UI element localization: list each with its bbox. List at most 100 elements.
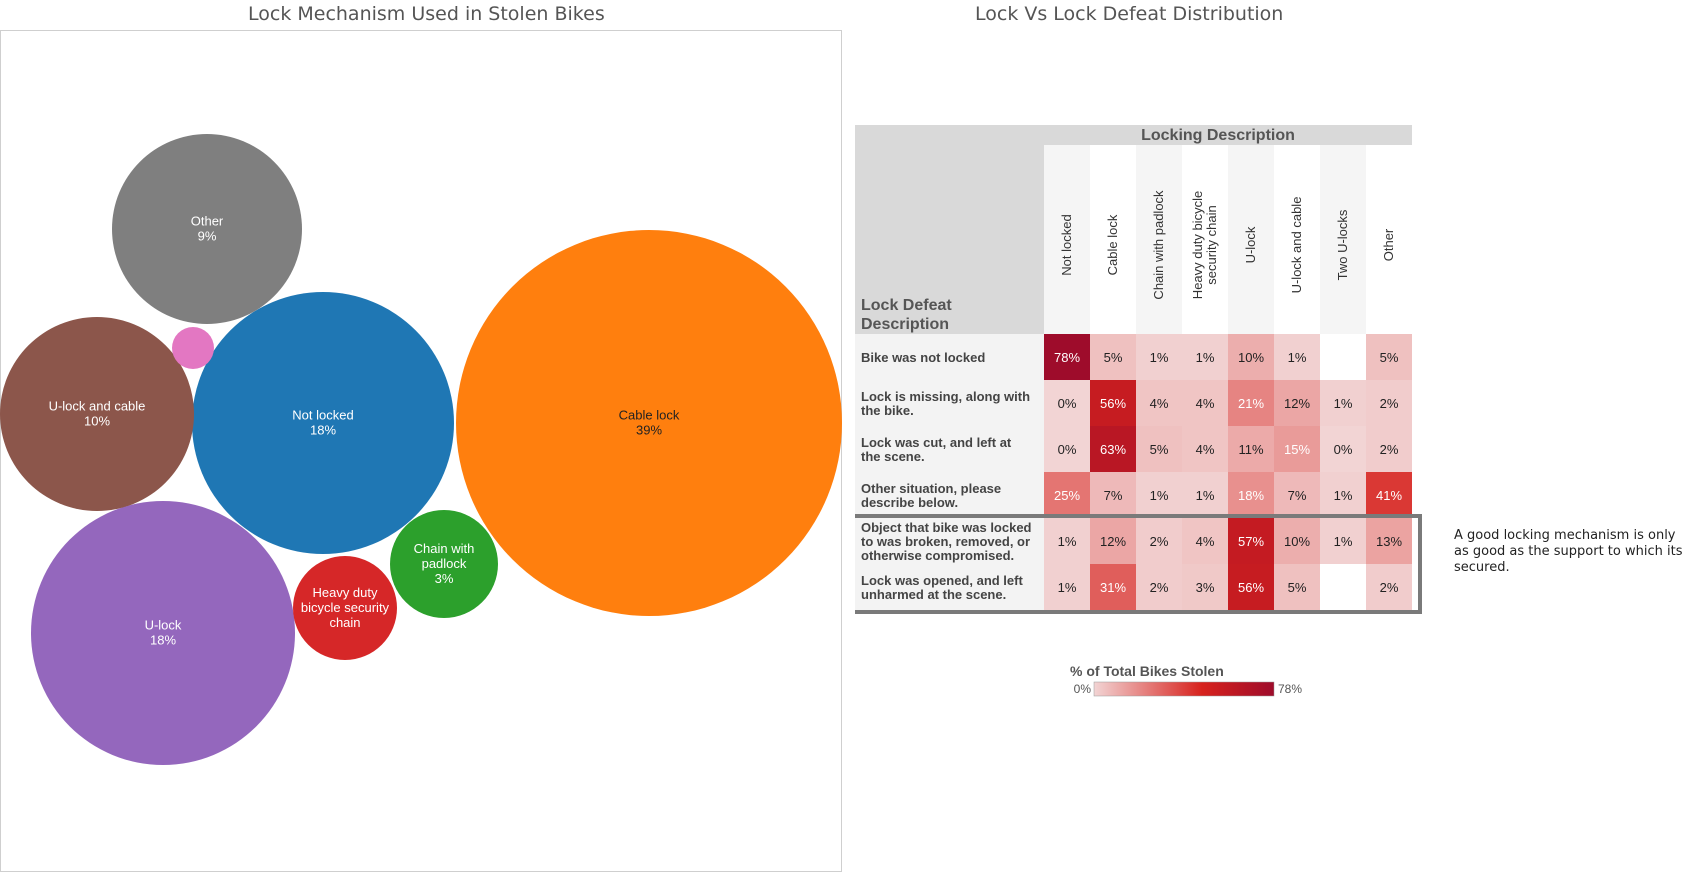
heatmap-cell-label: 31% <box>1100 580 1126 595</box>
heatmap-cell <box>1182 334 1228 380</box>
column-header-bg <box>1320 145 1366 334</box>
svg-text:U-lock and cable: U-lock and cable <box>1289 197 1304 294</box>
highlight-box <box>855 514 1422 614</box>
heatmap-cell <box>1274 334 1320 380</box>
column-label-cable-lock: Cable lock <box>1105 214 1120 275</box>
annotation-text: A good locking mechanism is only as good… <box>1454 528 1683 575</box>
legend-min-label: 0% <box>1074 682 1092 696</box>
heatmap-cell <box>1366 472 1412 518</box>
bubble-cable-lock <box>456 230 842 616</box>
heatmap-cell <box>1228 518 1274 564</box>
heatmap-cell-label: 12% <box>1284 396 1310 411</box>
heatmap-cell-label: 56% <box>1238 580 1264 595</box>
bubble-chart-frame <box>0 30 842 872</box>
heatmap-cell-label: 2% <box>1380 396 1399 411</box>
column-header-bg <box>1228 145 1274 334</box>
row-label-bg <box>855 518 1044 564</box>
heatmap-cell-label: 5% <box>1380 350 1399 365</box>
heatmap-cell <box>1044 564 1090 610</box>
bubble-label-other: Other 9% <box>191 214 224 244</box>
bubble-u-lock-and-cable <box>0 317 194 511</box>
heatmap-cell <box>1274 426 1320 472</box>
heatmap-chart-title: Lock Vs Lock Defeat Distribution <box>975 3 1284 25</box>
row-label-bg <box>855 426 1044 472</box>
heatmap-cell <box>1274 518 1320 564</box>
heatmap-cell <box>1274 564 1320 610</box>
heatmap-cell <box>1136 564 1182 610</box>
column-header-bg <box>1182 145 1228 334</box>
heatmap-cell-label: 1% <box>1058 580 1077 595</box>
heatmap-cell-label: 0% <box>1334 442 1353 457</box>
heatmap-cell-label: 2% <box>1380 442 1399 457</box>
heatmap-cell <box>1044 380 1090 426</box>
column-header-title: Locking Description <box>1141 127 1295 144</box>
column-label-heavy-duty-bicycle-security-chain: Heavy duty bicyclesecurity chain <box>1190 191 1219 299</box>
row-label-bg <box>855 472 1044 518</box>
heatmap-cell-label: 15% <box>1284 442 1310 457</box>
heatmap-cell-label: 5% <box>1288 580 1307 595</box>
heatmap-cell-label: 0% <box>1058 396 1077 411</box>
svg-text:Not locked: Not locked <box>1059 214 1074 275</box>
bubble-label-u-lock-and-cable: U-lock and cable 10% <box>49 399 146 429</box>
column-label-u-lock-and-cable: U-lock and cable <box>1289 197 1304 294</box>
heatmap-cell <box>1320 472 1366 518</box>
row-label: Object that bike was locked to was broken… <box>861 520 1032 563</box>
column-label-not-locked: Not locked <box>1059 214 1074 275</box>
heatmap-cell <box>1228 380 1274 426</box>
row-label-bg <box>855 334 1044 380</box>
heatmap-cell <box>1366 426 1412 472</box>
heatmap-cell <box>1228 472 1274 518</box>
bubble-other <box>112 134 302 324</box>
svg-text:U-lock: U-lock <box>1243 226 1258 263</box>
heatmap-cell <box>1090 564 1136 610</box>
heatmap-cell <box>1044 426 1090 472</box>
column-header-bg <box>1366 145 1412 334</box>
heatmap-cell-label: 4% <box>1196 534 1215 549</box>
heatmap-cell-label: 3% <box>1196 580 1215 595</box>
bubble-label-u-lock: U-lock 18% <box>145 618 182 648</box>
heatmap-cell-label: 78% <box>1054 350 1080 365</box>
bubble-label-not-locked: Not locked 18% <box>292 408 353 438</box>
heatmap-cell-label: 11% <box>1238 442 1263 457</box>
row-header-cell <box>855 125 1044 334</box>
bubble-label-cable-lock: Cable lock 39% <box>619 408 680 438</box>
heatmap-cell-label: 1% <box>1334 534 1353 549</box>
heatmap-cell-empty <box>1320 334 1366 380</box>
heatmap-cell <box>1090 380 1136 426</box>
row-label: Lock was cut, and left at the scene. <box>861 435 1012 464</box>
heatmap-cell-label: 4% <box>1196 396 1215 411</box>
row-label: Lock was opened, and left unharmed at the… <box>861 573 1023 602</box>
row-label-bg <box>855 564 1044 610</box>
heatmap-cell <box>1182 380 1228 426</box>
heatmap-cell <box>1090 518 1136 564</box>
heatmap-cell-empty <box>1320 564 1366 610</box>
svg-text:Chain with padlock: Chain with padlock <box>1151 190 1166 300</box>
heatmap-cell <box>1182 564 1228 610</box>
heatmap-cell-label: 1% <box>1058 534 1077 549</box>
heatmap-cell <box>1090 472 1136 518</box>
bubble-chart-title: Lock Mechanism Used in Stolen Bikes <box>248 3 605 25</box>
column-header-bg <box>1136 145 1182 334</box>
heatmap-cell <box>1044 334 1090 380</box>
heatmap-chart: Locking Description Lock Defeat Descriptio… <box>855 125 1422 697</box>
heatmap-cell-label: 1% <box>1334 488 1353 503</box>
svg-text:Cable lock: Cable lock <box>1105 214 1120 275</box>
heatmap-cell <box>1274 380 1320 426</box>
bubble-not-locked <box>192 292 454 554</box>
heatmap-cell <box>1366 518 1412 564</box>
heatmap-cell <box>1044 518 1090 564</box>
heatmap-cell-label: 56% <box>1100 396 1126 411</box>
heatmap-cell-label: 1% <box>1334 396 1353 411</box>
heatmap-cell-label: 4% <box>1150 396 1169 411</box>
heatmap-cell <box>1274 472 1320 518</box>
legend-color-ramp <box>1093 681 1275 697</box>
heatmap-cell-label: 0% <box>1058 442 1077 457</box>
heatmap-cell-label: 2% <box>1380 580 1399 595</box>
heatmap-cell-label: 63% <box>1100 442 1126 457</box>
heatmap-cell <box>1090 426 1136 472</box>
heatmap-cell <box>1090 334 1136 380</box>
heatmap-cell <box>1366 334 1412 380</box>
heatmap-cell-label: 41% <box>1376 488 1402 503</box>
heatmap-cell-label: 12% <box>1100 534 1126 549</box>
heatmap-cell-label: 10% <box>1284 534 1310 549</box>
